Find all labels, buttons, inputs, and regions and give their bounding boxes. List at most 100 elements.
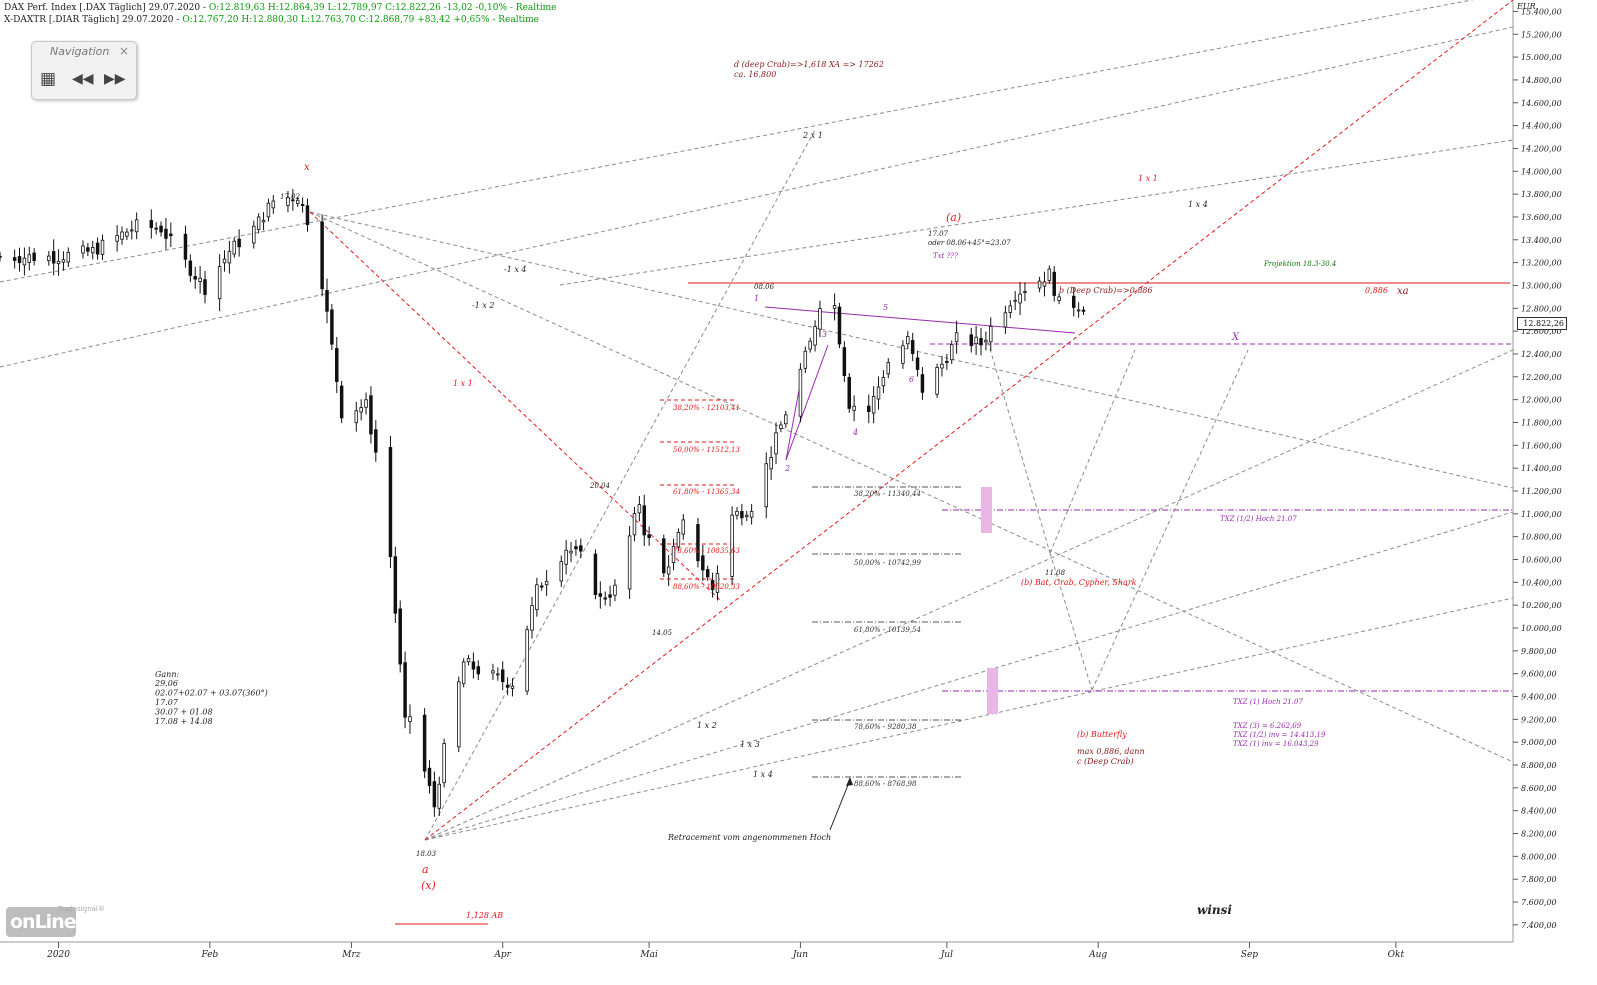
candle-body [974, 336, 978, 345]
candle [535, 577, 539, 617]
candle-body [461, 661, 466, 685]
candle-body [149, 220, 154, 228]
wave-3: 3 [822, 330, 827, 339]
candle-body [564, 549, 568, 565]
candle-body [901, 345, 905, 364]
x-tick-label: Mrz [341, 950, 361, 960]
y-tick-label: 11.800,00 [1521, 418, 1562, 427]
candle [769, 446, 773, 480]
candle-body [1071, 295, 1076, 308]
candle [130, 220, 134, 240]
candle [1071, 287, 1076, 317]
retracement-label: Retracement vom angenommenen Hoch [667, 833, 831, 842]
candle-body [593, 553, 598, 595]
candle-body [735, 510, 739, 516]
y-tick-label: 10.000,00 [1521, 624, 1562, 633]
candle-body [0, 255, 2, 258]
candle-body [1037, 280, 1042, 289]
candle [784, 410, 788, 428]
grid-icon[interactable]: ▦ [40, 69, 57, 89]
candle [901, 340, 905, 369]
candle [164, 217, 168, 250]
candle [525, 625, 529, 696]
wave-x-paren: (x) [421, 879, 436, 892]
y-tick-label: 9.000,00 [1521, 738, 1557, 747]
fib-gray-500: 50,00% - 10742,99 [854, 559, 921, 567]
wave-a-mark: a [422, 863, 429, 876]
candle-body [637, 504, 642, 514]
candle-body [286, 197, 290, 206]
candle [847, 372, 851, 413]
y-tick-label: 9.600,00 [1521, 670, 1557, 679]
candle-body [676, 532, 681, 548]
candle-body [559, 561, 564, 582]
candle-body [984, 339, 988, 343]
y-tick-label: 13.400,00 [1521, 236, 1562, 245]
y-tick-label: 7.600,00 [1521, 898, 1557, 907]
candle-body [100, 239, 105, 255]
candle-body [442, 743, 446, 784]
candle-body [232, 240, 237, 255]
y-tick-label: 8.400,00 [1521, 807, 1557, 816]
wave-2: 2 [784, 464, 790, 473]
candle [227, 240, 232, 274]
candle [954, 320, 959, 354]
candle [813, 320, 817, 352]
candle [354, 401, 359, 432]
forward-icon[interactable]: ▶▶ [104, 71, 126, 87]
butterfly-line2: max 0,886, dann [1077, 747, 1145, 756]
y-tick-label: 10.600,00 [1521, 555, 1562, 564]
candle [735, 507, 739, 520]
candle-body [500, 669, 505, 683]
candle [705, 565, 710, 581]
candle-body [540, 585, 544, 588]
candle-body [876, 386, 881, 400]
price-scale-bg [1513, 0, 1597, 981]
candle [51, 239, 56, 276]
close-icon[interactable]: × [118, 44, 129, 58]
y-tick-label: 8.600,00 [1521, 784, 1557, 793]
candle [305, 198, 310, 232]
candle [662, 534, 666, 578]
back-icon[interactable]: ◀◀ [72, 71, 94, 87]
navigation-panel[interactable]: Navigation × ▦ ◀◀ ▶▶ [31, 41, 137, 100]
candle [979, 327, 983, 356]
candle-body [305, 205, 310, 225]
navigation-title: Navigation [50, 45, 110, 58]
candle [818, 300, 822, 338]
candle [613, 579, 617, 602]
candle-body [359, 407, 363, 413]
candle [388, 435, 393, 569]
candle-body [671, 545, 676, 564]
candle [647, 526, 651, 546]
candle-body [325, 290, 329, 312]
candle [398, 600, 402, 673]
b-bat-label: (b) Bat, Crab, Cypher, Shark [1021, 578, 1137, 587]
candle [86, 242, 90, 257]
trend-line-purple [764, 306, 1076, 334]
candle-body [491, 670, 495, 674]
candle [476, 660, 481, 681]
candle-body [66, 252, 71, 263]
candle-body [842, 347, 847, 376]
candle-body [203, 279, 207, 295]
candle-body [949, 344, 954, 361]
candle [369, 386, 373, 444]
candle-body [681, 519, 686, 535]
candle [466, 654, 471, 666]
y-tick-label: 8.200,00 [1521, 830, 1557, 839]
candle-body [632, 513, 637, 536]
candle-body [535, 584, 539, 610]
candle-body [335, 348, 339, 382]
candle-body [457, 681, 461, 748]
candle-body [125, 231, 129, 237]
candle-body [749, 511, 754, 518]
y-tick-label: 14.200,00 [1521, 144, 1562, 153]
candle [95, 237, 100, 260]
candle-body [979, 338, 983, 346]
y-tick-label: 13.800,00 [1521, 190, 1562, 199]
val-0886: 0,886 [1365, 286, 1388, 295]
candle [286, 191, 290, 213]
